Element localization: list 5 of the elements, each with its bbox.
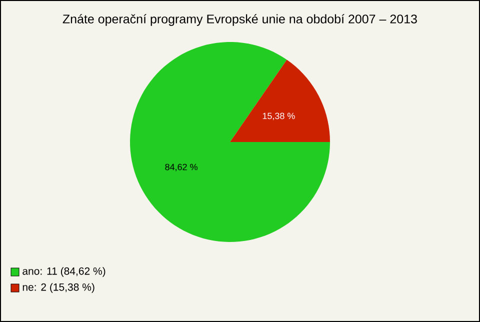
legend-label: ano: 11 (84,62 %) — [22, 267, 106, 277]
data-label: 15,38 % — [262, 112, 295, 120]
data-label: 84,62 % — [165, 164, 198, 172]
legend-label: ne: 2 (15,38 %) — [22, 283, 94, 293]
chart-title: Znáte operační programy Evropské unie na období 2007 – 2013 — [62, 14, 417, 26]
